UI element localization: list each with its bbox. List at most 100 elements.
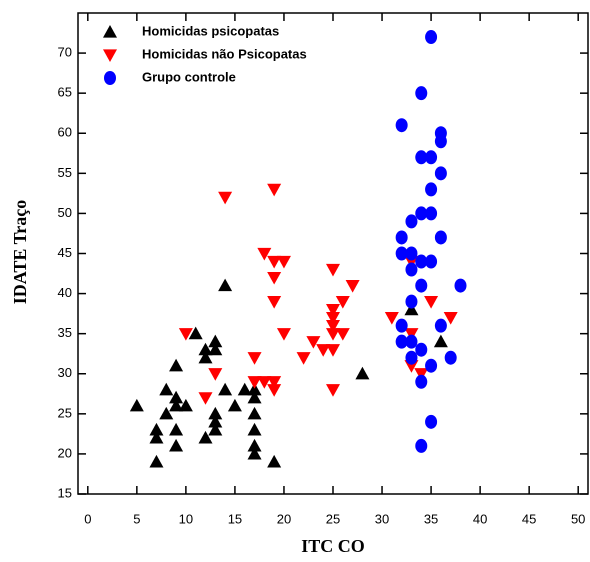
point (208, 368, 223, 381)
point (425, 254, 438, 269)
y-tick-label: 55 (58, 165, 72, 180)
point (355, 366, 370, 380)
point (208, 406, 223, 420)
point (444, 350, 457, 365)
point (159, 382, 174, 396)
y-tick-label: 45 (58, 245, 72, 260)
point (247, 422, 262, 436)
point (425, 30, 438, 45)
point (149, 422, 164, 436)
point (149, 454, 164, 468)
point (218, 382, 233, 396)
x-tick-label: 50 (571, 511, 585, 526)
point (425, 150, 438, 165)
point (178, 398, 193, 412)
point (415, 254, 428, 269)
point (198, 342, 213, 356)
x-tick-label: 20 (277, 511, 291, 526)
point (415, 374, 428, 389)
legend-marker (104, 71, 116, 85)
point (425, 206, 438, 221)
point (237, 382, 252, 396)
point (198, 350, 213, 364)
point (404, 328, 419, 341)
point (405, 262, 418, 277)
point (247, 390, 262, 404)
legend-label: Homicidas não Psicopatas (142, 46, 307, 61)
point (326, 304, 340, 317)
point (276, 328, 291, 341)
legend-marker (103, 25, 117, 38)
point (434, 134, 447, 149)
point (434, 166, 447, 181)
x-tick-label: 10 (179, 511, 193, 526)
point (415, 206, 428, 221)
point (306, 336, 321, 349)
point (415, 278, 428, 293)
y-tick-label: 70 (58, 45, 72, 60)
point (159, 406, 174, 420)
x-tick-label: 30 (375, 511, 389, 526)
point (169, 438, 184, 452)
y-tick-label: 65 (58, 85, 72, 100)
x-tick-label: 40 (473, 511, 487, 526)
point (257, 376, 272, 389)
x-axis-title: ITC CO (301, 536, 365, 556)
point (267, 255, 282, 269)
point (267, 384, 282, 397)
point (169, 398, 184, 412)
point (208, 414, 223, 428)
point (415, 86, 428, 101)
y-tick-label: 15 (58, 485, 72, 500)
y-tick-label: 25 (58, 405, 72, 420)
point (247, 446, 262, 460)
point (208, 422, 223, 436)
point (404, 302, 419, 316)
point (414, 368, 429, 381)
point (405, 350, 418, 365)
point (267, 376, 282, 389)
legend-marker (103, 49, 117, 62)
point (405, 214, 418, 229)
point (425, 358, 438, 373)
legend-label: Homicidas psicopatas (142, 23, 279, 38)
y-axis-title: IDATE Traço (10, 200, 30, 305)
point (326, 263, 340, 277)
point (129, 398, 144, 412)
point (247, 406, 262, 420)
point (326, 344, 340, 357)
x-tick-label: 45 (522, 511, 536, 526)
point (178, 328, 193, 341)
point (267, 296, 282, 309)
point (218, 278, 233, 292)
point (424, 296, 439, 309)
point (405, 294, 418, 309)
y-tick-label: 50 (58, 205, 72, 220)
point (326, 312, 340, 325)
point (296, 352, 311, 365)
point (326, 320, 340, 333)
point (405, 246, 418, 261)
point (384, 312, 399, 325)
point (257, 247, 272, 261)
point (345, 279, 360, 293)
point (395, 230, 408, 245)
point (433, 334, 448, 348)
point (316, 344, 331, 357)
point (335, 296, 350, 309)
point (326, 328, 340, 341)
point (208, 334, 223, 348)
point (335, 328, 350, 341)
point (415, 342, 428, 357)
point (169, 390, 184, 404)
y-tick-label: 40 (58, 285, 72, 300)
point (425, 182, 438, 197)
legend-label: Grupo controle (142, 69, 236, 84)
x-tick-label: 0 (84, 511, 91, 526)
point (395, 318, 408, 333)
point (326, 384, 340, 397)
point (395, 118, 408, 133)
y-tick-label: 20 (58, 445, 72, 460)
point (169, 422, 184, 436)
